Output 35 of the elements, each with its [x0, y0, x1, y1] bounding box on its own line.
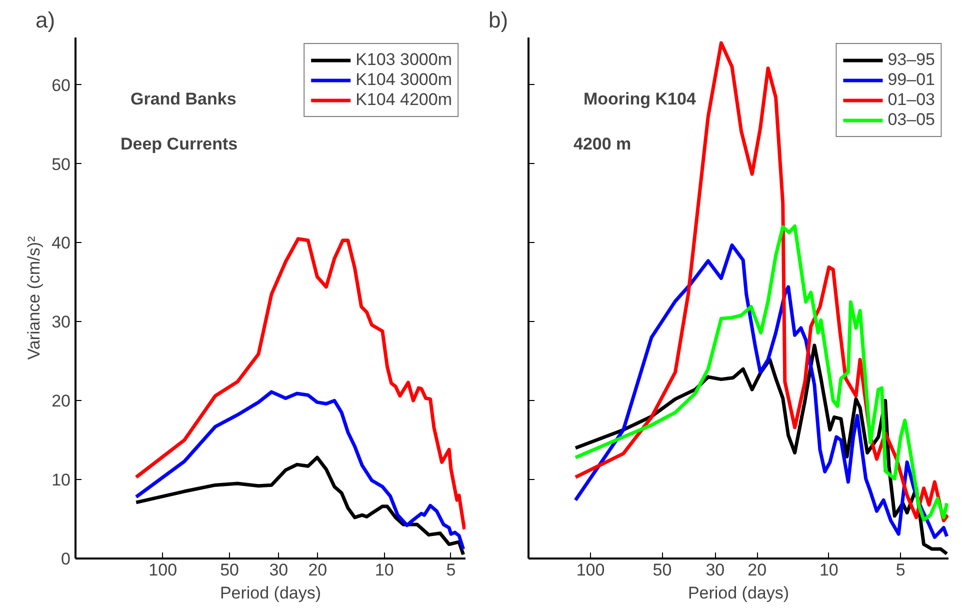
annotation: Grand Banks [130, 90, 236, 108]
y-tick-label: 40 [52, 234, 71, 253]
legend-label: 03–05 [888, 110, 935, 130]
x-tick-label: 5 [446, 560, 456, 580]
annotation: Mooring K104 [584, 90, 696, 108]
y-tick-label: 10 [52, 470, 71, 490]
y-tick-label: 20 [52, 392, 71, 411]
x-tick-label: 100 [576, 560, 605, 580]
x-tick-label: 10 [374, 560, 394, 580]
x-tick-label: 20 [308, 560, 328, 580]
legend-label: K103 3000m [356, 50, 452, 70]
y-tick-label: 0 [61, 550, 71, 568]
x-tick-label: 30 [706, 560, 725, 580]
x-tick-label: 20 [748, 560, 767, 580]
x-tick-label: 5 [896, 560, 906, 580]
y-axis-title: Variance (cm/s)² [24, 236, 44, 360]
legend-label: 93–95 [888, 50, 935, 70]
x-tick-label: 30 [269, 560, 288, 580]
x-tick-label: 50 [220, 560, 239, 580]
legend-label: 01–03 [888, 90, 935, 110]
legend-label: K104 4200m [356, 90, 452, 110]
annotation: Deep Currents [120, 134, 238, 154]
chart-title: a) [36, 8, 56, 32]
x-axis-title: Period (days) [220, 584, 322, 602]
x-tick-label: 100 [148, 560, 178, 580]
x-tick-label: 10 [819, 560, 838, 580]
y-tick-label: 50 [52, 154, 71, 174]
chart-title: b) [488, 8, 508, 32]
legend-label: 99–01 [888, 70, 935, 90]
legend-label: K104 3000m [356, 70, 452, 90]
y-tick-label: 60 [52, 76, 71, 95]
annotation: 4200 m [574, 134, 632, 154]
x-axis-title: Period (days) [688, 584, 790, 602]
x-tick-label: 50 [652, 560, 672, 580]
y-tick-label: 30 [52, 312, 71, 332]
